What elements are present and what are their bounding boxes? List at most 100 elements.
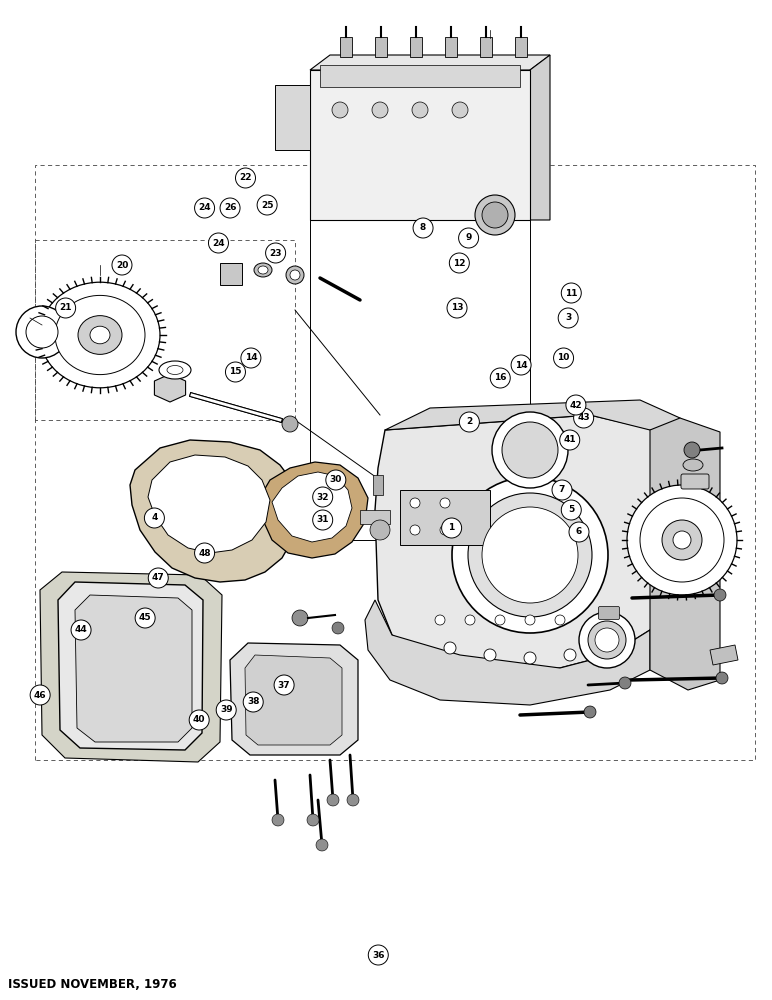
Circle shape [569, 522, 589, 542]
Text: 37: 37 [278, 680, 290, 690]
Ellipse shape [90, 326, 110, 344]
Circle shape [30, 685, 50, 705]
Ellipse shape [683, 459, 703, 471]
Polygon shape [385, 400, 680, 435]
Circle shape [208, 233, 229, 253]
Text: 14: 14 [245, 354, 257, 362]
Text: ISSUED NOVEMBER, 1976: ISSUED NOVEMBER, 1976 [8, 978, 177, 992]
Circle shape [459, 228, 479, 248]
Text: 7: 7 [559, 486, 565, 494]
Polygon shape [272, 472, 352, 542]
Polygon shape [530, 55, 550, 220]
Circle shape [71, 620, 91, 640]
Circle shape [410, 498, 420, 508]
Circle shape [292, 610, 308, 626]
Text: 30: 30 [330, 476, 342, 485]
Ellipse shape [258, 266, 268, 274]
Circle shape [619, 677, 631, 689]
Text: 15: 15 [229, 367, 242, 376]
Text: 45: 45 [139, 613, 151, 622]
Circle shape [225, 362, 245, 382]
Circle shape [444, 642, 456, 654]
Polygon shape [40, 572, 222, 762]
Ellipse shape [640, 498, 724, 582]
Text: 46: 46 [34, 690, 46, 700]
Circle shape [449, 253, 469, 273]
Text: 16: 16 [494, 373, 506, 382]
Circle shape [490, 368, 510, 388]
Polygon shape [710, 645, 738, 665]
Circle shape [482, 202, 508, 228]
Circle shape [257, 195, 277, 215]
FancyBboxPatch shape [681, 474, 709, 489]
Text: 23: 23 [269, 248, 282, 257]
Polygon shape [230, 643, 358, 755]
Circle shape [524, 652, 536, 664]
Circle shape [440, 498, 450, 508]
Circle shape [440, 525, 450, 535]
Circle shape [282, 416, 298, 432]
Circle shape [220, 198, 240, 218]
Circle shape [492, 412, 568, 488]
Bar [320, 65, 520, 87]
Circle shape [564, 649, 576, 661]
Circle shape [195, 198, 215, 218]
Ellipse shape [627, 485, 737, 595]
Text: 6: 6 [576, 528, 582, 536]
Circle shape [452, 477, 608, 633]
Circle shape [112, 255, 132, 275]
Ellipse shape [40, 282, 160, 388]
Circle shape [452, 102, 468, 118]
Text: 26: 26 [224, 204, 236, 213]
Circle shape [235, 168, 256, 188]
Circle shape [332, 622, 344, 634]
Text: 20: 20 [116, 260, 128, 269]
Polygon shape [260, 462, 368, 558]
Bar [410, 37, 422, 57]
Text: 10: 10 [557, 354, 570, 362]
Circle shape [468, 493, 592, 617]
Circle shape [588, 621, 626, 659]
Circle shape [566, 395, 586, 415]
Polygon shape [310, 70, 530, 220]
Polygon shape [365, 600, 650, 705]
Circle shape [552, 480, 572, 500]
Circle shape [716, 672, 728, 684]
Circle shape [475, 195, 515, 235]
Circle shape [135, 608, 155, 628]
Circle shape [372, 102, 388, 118]
Text: 44: 44 [75, 626, 87, 635]
Circle shape [604, 642, 616, 654]
Circle shape [484, 649, 496, 661]
Polygon shape [148, 455, 270, 553]
Circle shape [195, 543, 215, 563]
Text: 2: 2 [466, 418, 472, 426]
Ellipse shape [662, 520, 702, 560]
Circle shape [316, 839, 328, 851]
Ellipse shape [167, 365, 183, 374]
Circle shape [714, 589, 726, 601]
Circle shape [525, 615, 535, 625]
Circle shape [447, 298, 467, 318]
Circle shape [442, 518, 462, 538]
Circle shape [243, 692, 263, 712]
Text: 41: 41 [564, 436, 576, 444]
Ellipse shape [254, 263, 272, 277]
Circle shape [144, 508, 164, 528]
Text: 8: 8 [420, 224, 426, 232]
FancyBboxPatch shape [598, 606, 619, 619]
Circle shape [332, 102, 348, 118]
Circle shape [307, 814, 319, 826]
Circle shape [412, 102, 428, 118]
Text: 47: 47 [152, 574, 164, 582]
Circle shape [347, 794, 359, 806]
Circle shape [413, 218, 433, 238]
Text: 3: 3 [565, 314, 571, 322]
Polygon shape [275, 85, 310, 150]
Text: 36: 36 [372, 950, 384, 960]
Circle shape [274, 675, 294, 695]
Text: 31: 31 [317, 516, 329, 524]
Bar [375, 37, 387, 57]
Circle shape [313, 510, 333, 530]
Polygon shape [58, 582, 203, 750]
